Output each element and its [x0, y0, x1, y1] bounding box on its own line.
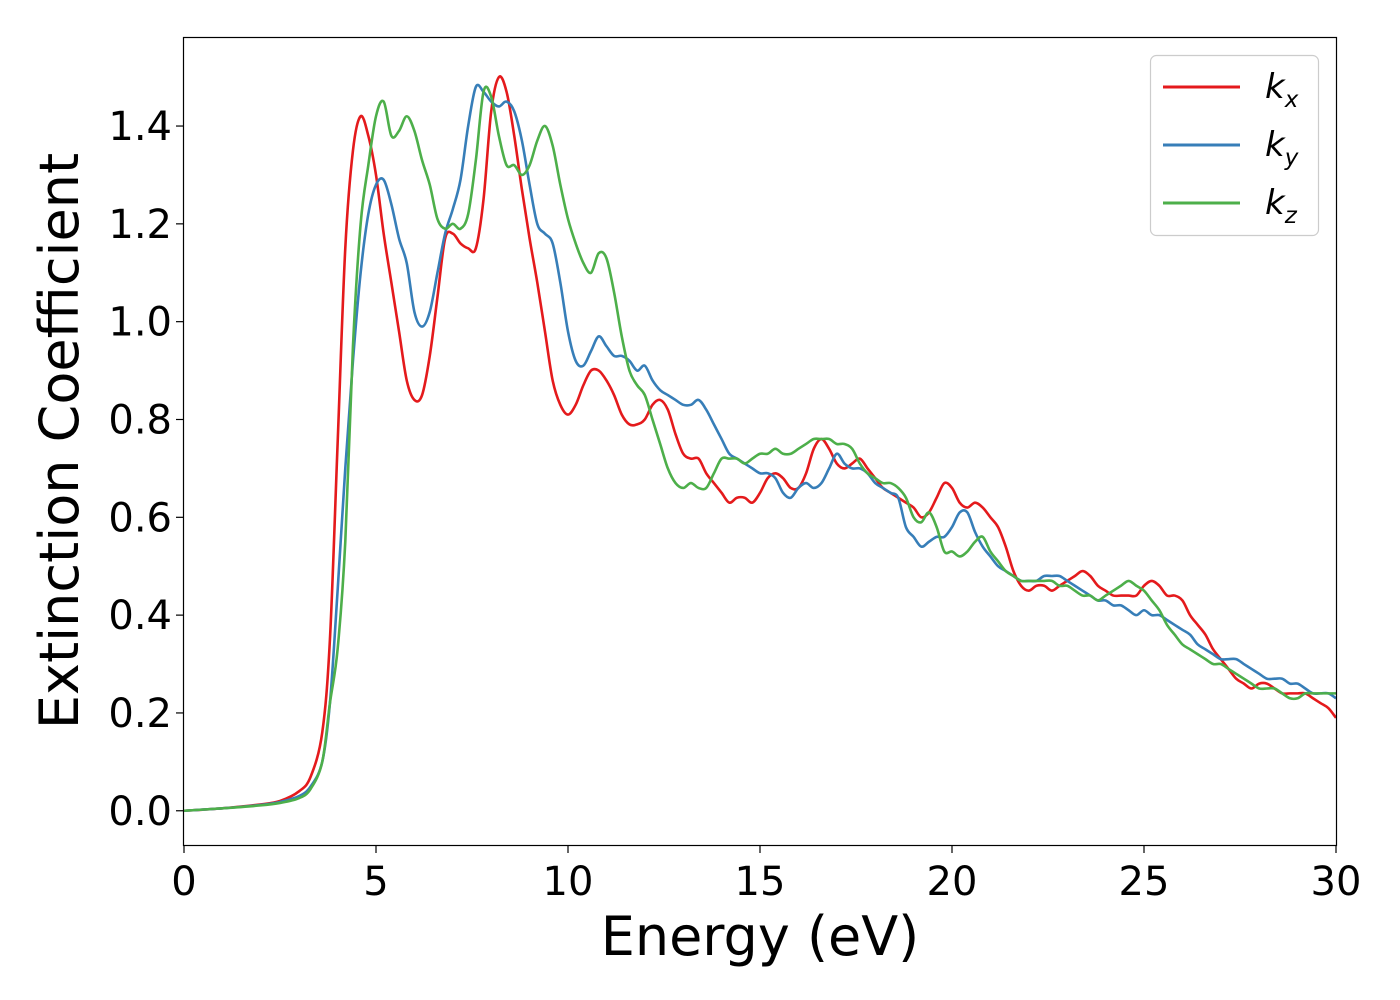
series-layer: [184, 75, 1336, 813]
plot-frame: [182, 36, 1338, 847]
legend-label-kz: kz: [1265, 183, 1298, 229]
x-tick-label: 10: [543, 859, 594, 905]
legend-label-base: k: [1265, 183, 1286, 223]
y-tick-label: 1.4: [108, 104, 172, 150]
y-tick-label: 0.8: [108, 397, 172, 443]
y-axis-label: Extinction Coefficient: [28, 153, 91, 729]
legend-label-ky: ky: [1265, 125, 1299, 171]
x-tick-label: 0: [171, 859, 196, 905]
legend-label-subscript: z: [1284, 203, 1298, 229]
legend-label-base: k: [1265, 125, 1286, 165]
series-line-kz: [184, 85, 1336, 813]
y-tick-label: 0.0: [108, 789, 172, 835]
legend-label-kx: kx: [1265, 67, 1299, 113]
legend-label-subscript: y: [1284, 145, 1299, 171]
series-line-ky: [184, 83, 1336, 813]
x-tick-label: 20: [927, 859, 978, 905]
x-tick-label: 30: [1311, 859, 1362, 905]
axis-layer: 0 5 10 15 20 25 30 0.0 0.2 0.4 0.6 0.8 1.0 1.2 1.4: [108, 104, 1361, 905]
x-tick-label: 5: [363, 859, 388, 905]
y-tick-label: 0.6: [108, 495, 172, 541]
y-tick-label: 1.2: [108, 202, 172, 248]
y-tick-label: 1.0: [108, 300, 172, 346]
x-axis-label: Energy (eV): [601, 905, 920, 968]
y-tick-label: 0.2: [108, 691, 172, 737]
x-tick-label: 15: [735, 859, 786, 905]
y-tick-label: 0.4: [108, 593, 172, 639]
legend-label-base: k: [1265, 67, 1286, 107]
x-tick-label: 25: [1119, 859, 1170, 905]
legend-label-subscript: x: [1284, 87, 1299, 113]
